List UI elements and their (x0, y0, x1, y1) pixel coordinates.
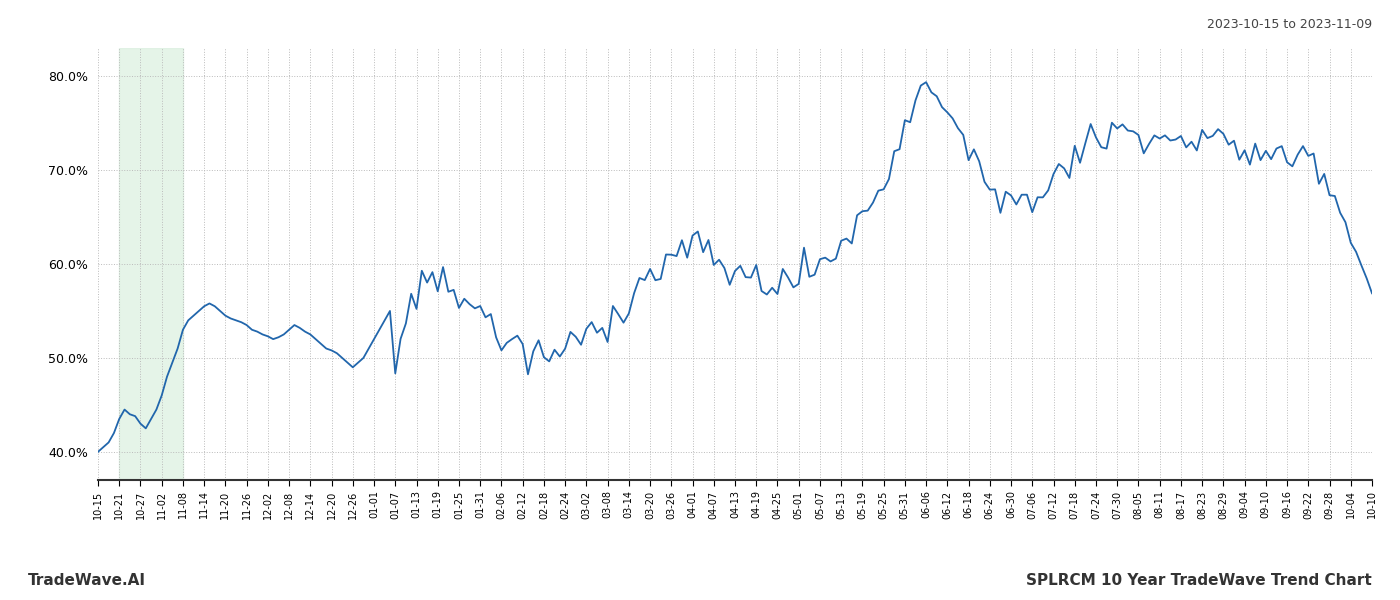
Bar (119, 48, 183, 480)
Text: 2023-10-15 to 2023-11-09: 2023-10-15 to 2023-11-09 (1207, 18, 1372, 31)
Text: TradeWave.AI: TradeWave.AI (28, 573, 146, 588)
Text: SPLRCM 10 Year TradeWave Trend Chart: SPLRCM 10 Year TradeWave Trend Chart (1026, 573, 1372, 588)
